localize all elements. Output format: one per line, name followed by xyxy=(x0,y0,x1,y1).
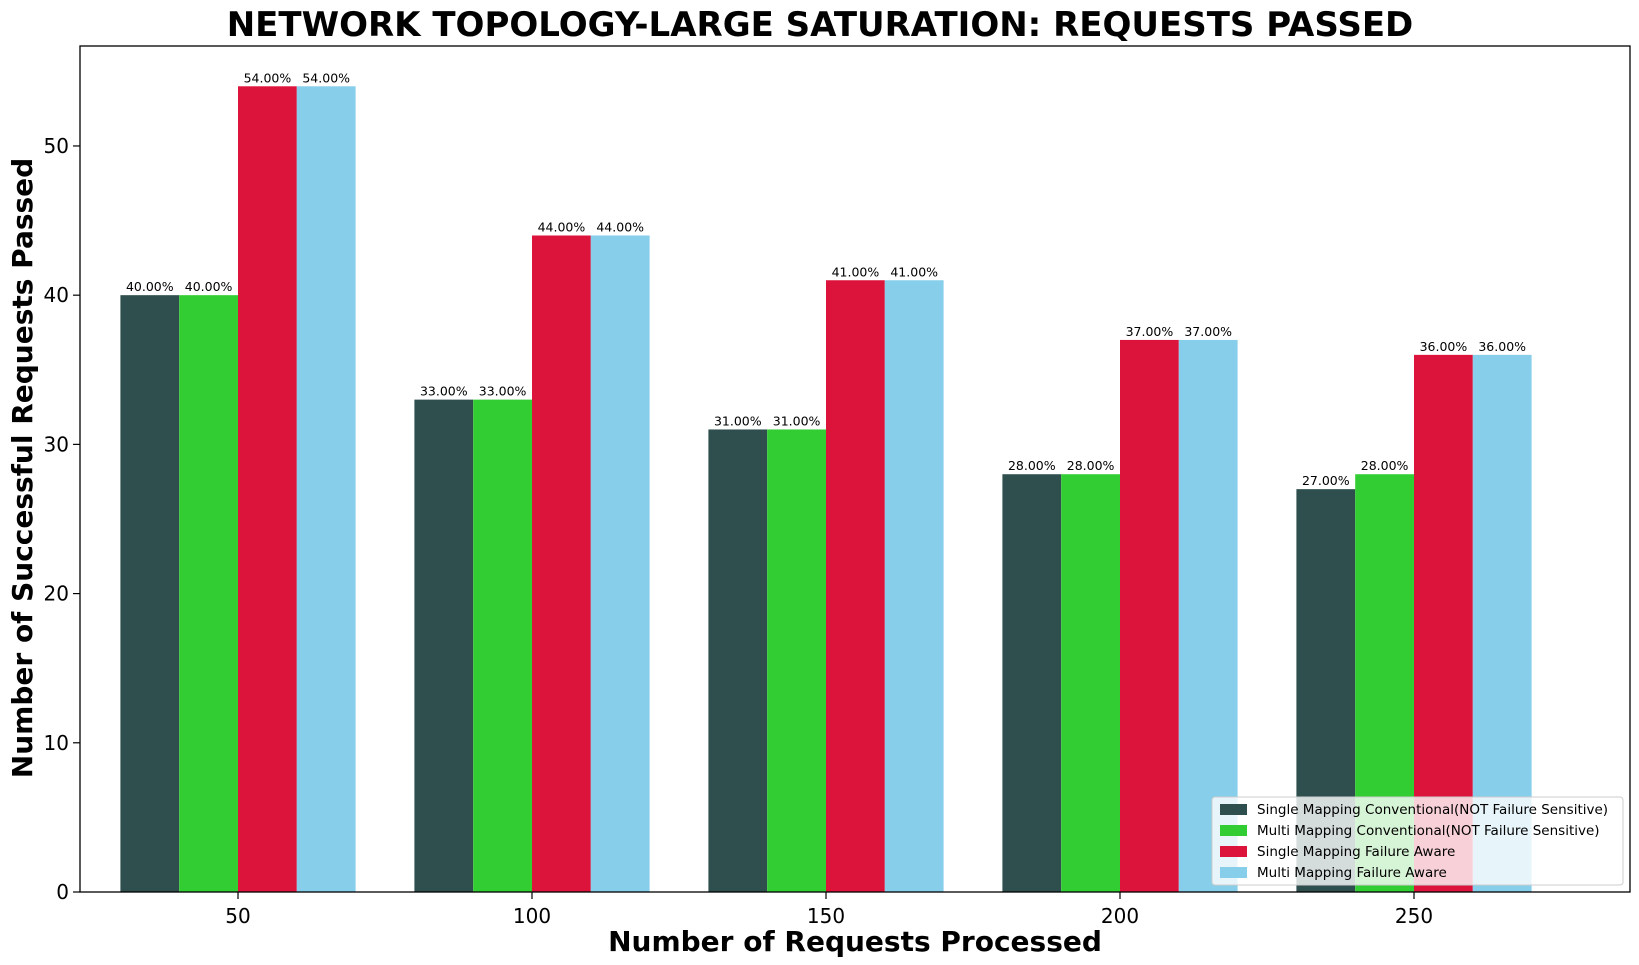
y-tick-label: 40 xyxy=(44,283,69,307)
bar xyxy=(590,235,650,893)
x-tick-label: 100 xyxy=(513,904,551,928)
legend-entry: Multi Mapping Conventional(NOT Failure S… xyxy=(1257,823,1600,839)
legend-swatch xyxy=(1220,846,1247,857)
data-label: 41.00% xyxy=(832,264,880,279)
y-tick-label: 10 xyxy=(44,731,69,755)
data-label: 36.00% xyxy=(1420,339,1468,354)
data-label: 33.00% xyxy=(479,384,527,399)
y-tick-label: 20 xyxy=(44,582,69,606)
x-axis-ticks: 50 100 150 200 250 xyxy=(225,892,1433,928)
legend: Single Mapping Conventional(NOT Failure … xyxy=(1211,796,1624,886)
data-label: 44.00% xyxy=(538,219,586,234)
bar xyxy=(414,399,474,892)
data-label: 33.00% xyxy=(420,384,468,399)
data-label: 28.00% xyxy=(1361,458,1409,473)
data-label: 31.00% xyxy=(773,413,821,428)
legend-swatch xyxy=(1220,867,1247,878)
bar xyxy=(1002,474,1062,892)
data-label: 40.00% xyxy=(185,279,233,294)
data-label: 27.00% xyxy=(1302,473,1350,488)
data-label: 54.00% xyxy=(244,70,292,85)
y-axis-label: Number of Successful Requests Passed xyxy=(6,158,39,778)
data-label: 54.00% xyxy=(302,70,350,85)
bar xyxy=(884,280,944,892)
y-tick-label: 30 xyxy=(44,432,69,456)
data-label: 28.00% xyxy=(1067,458,1115,473)
plot-area-frame xyxy=(79,45,1631,893)
legend-swatch xyxy=(1220,804,1247,815)
y-tick-label: 50 xyxy=(44,134,69,158)
y-tick-label: 0 xyxy=(56,880,69,904)
data-labels-group: 40.00% 40.00% 54.00% 54.00% 33.00% 33.00% 44.0… xyxy=(126,70,1526,488)
legend-box xyxy=(1211,796,1624,886)
y-axis-ticks: 0 10 20 30 40 50 xyxy=(44,134,80,904)
data-label: 31.00% xyxy=(714,413,762,428)
x-tick-label: 150 xyxy=(807,904,845,928)
data-label: 36.00% xyxy=(1478,339,1526,354)
legend-entry: Single Mapping Failure Aware xyxy=(1257,844,1455,860)
data-label: 40.00% xyxy=(126,279,174,294)
data-label: 37.00% xyxy=(1126,324,1174,339)
x-tick-label: 50 xyxy=(225,904,250,928)
x-tick-label: 250 xyxy=(1395,904,1433,928)
bar xyxy=(120,295,180,892)
legend-entry: Single Mapping Conventional(NOT Failure … xyxy=(1257,802,1608,818)
bar xyxy=(296,86,356,893)
x-axis-label: Number of Requests Processed xyxy=(608,925,1102,958)
bar xyxy=(826,280,885,892)
bar xyxy=(767,429,826,892)
x-tick-label: 200 xyxy=(1101,904,1139,928)
bars-group xyxy=(120,86,1532,893)
data-label: 28.00% xyxy=(1008,458,1056,473)
legend-swatch xyxy=(1220,825,1247,836)
data-label: 37.00% xyxy=(1184,324,1232,339)
bar xyxy=(1120,339,1179,892)
bar xyxy=(708,429,768,892)
data-label: 44.00% xyxy=(596,219,644,234)
legend-entry: Multi Mapping Failure Aware xyxy=(1257,865,1447,881)
bar xyxy=(179,295,238,892)
chart-title: NETWORK TOPOLOGY-LARGE SATURATION: REQUE… xyxy=(227,5,1414,45)
bar xyxy=(532,235,591,893)
bar xyxy=(1061,474,1120,892)
bar xyxy=(238,86,297,893)
data-label: 41.00% xyxy=(890,264,938,279)
bar xyxy=(473,399,532,892)
